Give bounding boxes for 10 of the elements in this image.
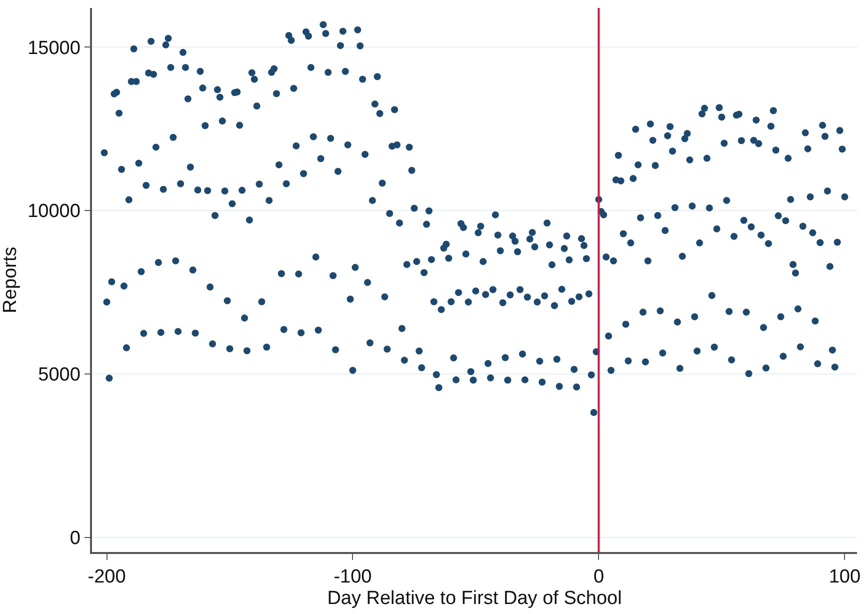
y-tick-label: 5000 [38, 364, 80, 386]
x-tick-label: 100 [828, 566, 861, 588]
x-axis-title: Day Relative to First Day of School [327, 588, 622, 609]
y-tick-label: 0 [70, 528, 80, 549]
x-tick-label: -200 [88, 566, 126, 588]
y-tick-label: 15000 [28, 38, 80, 59]
y-tick-label: 10000 [28, 201, 80, 222]
x-tick-label: -100 [334, 566, 372, 588]
x-tick-label: 0 [593, 566, 604, 588]
y-axis-title: Reports [0, 246, 21, 314]
